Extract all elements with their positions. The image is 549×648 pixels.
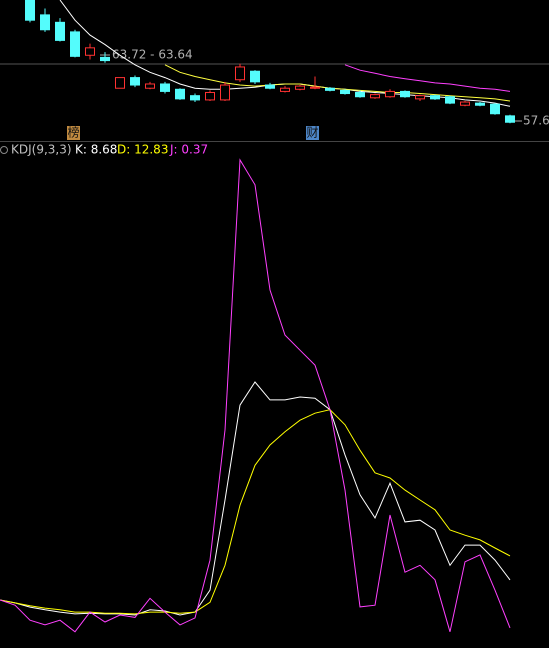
candle-body	[160, 83, 170, 92]
candle-body	[460, 101, 470, 106]
candle-body	[70, 31, 80, 57]
candle-body	[235, 66, 245, 81]
candle-body	[445, 96, 455, 104]
candle-body	[220, 84, 230, 101]
candle-body	[310, 86, 320, 89]
candle-body	[100, 56, 110, 62]
indicator-line	[0, 381, 511, 616]
candle-body	[265, 84, 275, 89]
candle-body	[115, 77, 125, 89]
candle-body	[370, 94, 380, 99]
legend-entry: J: 0.37	[169, 143, 208, 157]
candle-body	[190, 95, 200, 101]
candle-body	[415, 95, 425, 100]
candle-body	[145, 83, 155, 89]
candle-body	[340, 89, 350, 95]
marker-box	[67, 126, 80, 140]
candle-body	[85, 47, 95, 56]
legend-entry: K: 8.68	[75, 143, 117, 157]
candle-body	[475, 102, 485, 106]
moving-average	[344, 64, 511, 92]
candle-body	[280, 87, 290, 92]
candle-body	[130, 77, 140, 86]
candle-body	[205, 91, 215, 101]
candle-body	[430, 95, 440, 100]
candle-body	[400, 90, 410, 98]
event-marker[interactable]: 榜	[67, 125, 79, 140]
moving-average	[164, 64, 511, 102]
indicator-line	[0, 409, 511, 615]
candle-body	[55, 21, 65, 41]
indicator-title: KDJ(9,3,3)	[11, 143, 72, 157]
indicator-line	[0, 158, 511, 633]
candle-body	[40, 14, 50, 31]
candle-body	[250, 70, 260, 83]
price-annotation: 57.6	[523, 114, 549, 128]
candle-body	[25, 0, 35, 21]
candle-body	[325, 87, 335, 91]
event-marker[interactable]: 财	[306, 126, 318, 140]
candle-body	[505, 115, 515, 123]
legend-entry: D: 12.83	[117, 143, 168, 157]
marker-box	[306, 126, 319, 140]
indicator-icon	[0, 146, 8, 154]
candle-body	[295, 85, 305, 90]
candle-body	[385, 90, 395, 98]
candle-body	[175, 88, 185, 100]
candle-body	[490, 103, 500, 115]
price-annotation: 63.72 - 63.64	[112, 48, 193, 62]
candle-body	[355, 91, 365, 98]
